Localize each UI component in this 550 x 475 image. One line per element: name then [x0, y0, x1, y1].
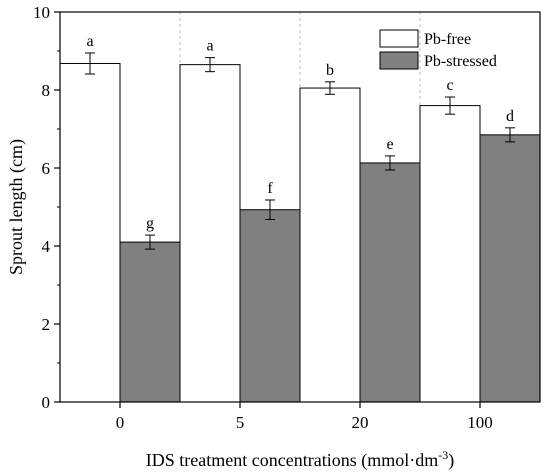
significance-letters: a a b c g f e d [86, 33, 514, 232]
error-bar-pb-free-100 [445, 96, 455, 115]
significance-letter-pb-stressed-100: d [506, 108, 514, 125]
bar-pb-free-0 [59, 62, 121, 403]
significance-letter-pb-stressed-5: f [267, 180, 273, 197]
legend: Pb-free Pb-stressed [379, 29, 497, 70]
x-axis-title-close: ) [448, 450, 454, 471]
error-bar-pb-free-0 [85, 52, 95, 75]
error-bar-pb-stressed-20 [385, 155, 395, 171]
error-bar-pb-stressed-100 [505, 127, 515, 143]
error-bar-pb-stressed-0 [145, 234, 155, 250]
y-tick-label: 6 [42, 159, 51, 178]
x-tick-label: 100 [467, 413, 493, 432]
significance-letter-pb-stressed-0: g [146, 215, 154, 232]
y-tick-label: 4 [42, 237, 51, 256]
legend-label-pb-free: Pb-free [424, 31, 471, 48]
bar-pb-stressed-5 [239, 209, 301, 403]
error-bar-pb-free-20 [325, 81, 335, 95]
error-bars [85, 52, 515, 250]
y-tick-label: 2 [42, 315, 51, 334]
legend-swatch-pb-stressed [379, 51, 419, 70]
bar-pb-free-5 [179, 64, 241, 403]
bar-pb-free-20 [299, 87, 361, 403]
bar-pb-stressed-100 [479, 134, 541, 403]
x-axis-title-superscript: -3 [438, 448, 448, 462]
y-tick-label: 0 [42, 393, 51, 412]
significance-letter-pb-free-100: c [446, 77, 453, 94]
x-axis: 0 5 20 100 [116, 402, 493, 432]
error-bar-pb-free-5 [205, 57, 215, 73]
significance-letter-pb-free-5: a [206, 38, 213, 55]
y-tick-label: 8 [42, 81, 51, 100]
x-axis-title: IDS treatment concentrations (mmol·dm-3) [146, 448, 454, 471]
y-tick-label: 10 [33, 3, 50, 22]
bar-pb-free-100 [419, 105, 481, 403]
significance-letter-pb-stressed-20: e [386, 136, 393, 153]
significance-letter-pb-free-20: b [326, 62, 334, 79]
legend-label-pb-stressed: Pb-stressed [424, 53, 497, 70]
legend-swatch-pb-free [379, 29, 419, 48]
x-tick-label: 0 [116, 413, 125, 432]
bars [59, 62, 541, 403]
error-bar-pb-stressed-5 [265, 199, 275, 220]
bar-pb-stressed-0 [119, 241, 181, 403]
y-axis-title: Sprout length (cm) [6, 139, 27, 275]
significance-letter-pb-free-0: a [86, 33, 93, 50]
x-axis-title-main: IDS treatment concentrations (mmol·dm [146, 450, 438, 471]
bar-pb-stressed-20 [359, 162, 421, 403]
y-axis: 0 2 4 6 8 10 [33, 3, 60, 412]
x-tick-label: 20 [352, 413, 369, 432]
x-tick-label: 5 [236, 413, 245, 432]
